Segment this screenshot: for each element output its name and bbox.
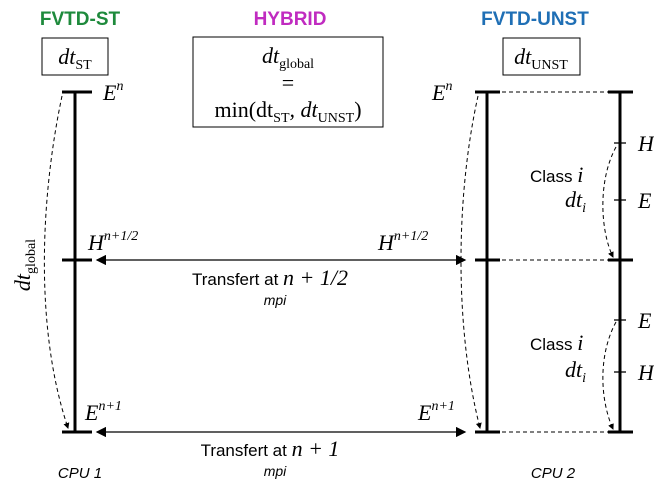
e-n: En (431, 79, 452, 105)
header-center: HYBRID (254, 9, 327, 30)
dt-st: dtST (58, 44, 92, 73)
transfer-text: Transfert at n + 1 (201, 436, 340, 461)
h-half: Hn+1/2 (87, 229, 138, 255)
transfer-text: Transfert at n + 1/2 (192, 265, 348, 290)
class-label: Class i (530, 330, 583, 355)
dt-i: dti (565, 357, 586, 386)
e-n: En (102, 79, 123, 105)
equals: = (282, 70, 294, 95)
box-right (502, 37, 581, 76)
tick-label: H (637, 131, 654, 156)
cpu-label: CPU 2 (531, 465, 576, 482)
tick-label: E (637, 188, 652, 213)
header-right: FVTD-UNST (481, 9, 589, 30)
box-center (192, 36, 384, 128)
box-left (41, 37, 109, 76)
cpu2-timeline (460, 90, 633, 434)
tick-label: E (637, 308, 652, 333)
dt-global: dtglobal (262, 43, 314, 72)
mpi-label: mpi (264, 463, 287, 479)
class-label: Class i (530, 162, 583, 187)
min-expr: min(dtST, dtUNST) (214, 97, 361, 126)
cpu1-timeline (43, 90, 92, 434)
tick-label: H (637, 360, 654, 385)
cpu-label: CPU 1 (58, 465, 102, 482)
e-next: En+1 (417, 399, 455, 425)
dt-global-rot: dtglobal (10, 239, 39, 291)
h-half: Hn+1/2 (377, 229, 428, 255)
dt-unst: dtUNST (514, 44, 568, 73)
mpi-label: mpi (264, 292, 287, 308)
header-left: FVTD-ST (40, 9, 121, 30)
e-next: En+1 (84, 399, 122, 425)
dt-i: dti (565, 187, 586, 216)
